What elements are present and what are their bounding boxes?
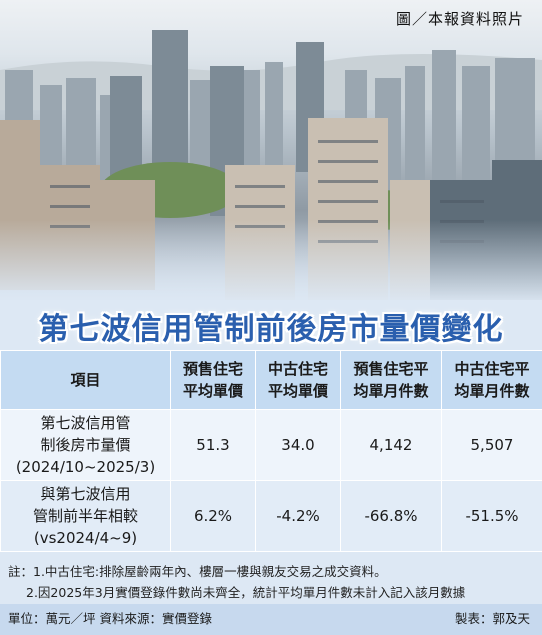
header-line: 中古住宅 (267, 360, 328, 378)
header-line: 預售住宅平 (353, 360, 429, 378)
row-label: 與第七波信用 管制前半年相較 (vs2024/4~9) (0, 480, 171, 552)
row-label-line: 與第七波信用 (40, 485, 131, 503)
header-line: 平均單價 (267, 382, 328, 400)
row-label-line: 制後房市量價 (40, 436, 131, 454)
header-used-volume: 中古住宅平 均單月件數 (441, 350, 542, 410)
table-row: 與第七波信用 管制前半年相較 (vs2024/4~9) 6.2% -4.2% -… (0, 480, 542, 552)
table-cell: 51.3 (170, 409, 256, 481)
unit-source-text: 單位：萬元／坪 資料來源：實價登錄 (8, 611, 212, 626)
city-skyline-photo: 圖／本報資料照片 (0, 0, 542, 300)
row-label-line: (vs2024/4~9) (33, 529, 138, 547)
header-presale-price: 預售住宅 平均單價 (170, 350, 256, 410)
table-cell: 6.2% (170, 480, 256, 552)
header-presale-volume: 預售住宅平 均單月件數 (340, 350, 442, 410)
skyline-illustration (0, 30, 542, 300)
header-used-price: 中古住宅 平均單價 (255, 350, 341, 410)
table-cell: -4.2% (255, 480, 341, 552)
table-cell: 5,507 (441, 409, 542, 481)
page-title: 第七波信用管制前後房市量價變化 (38, 312, 504, 347)
header-line: 平均單價 (182, 382, 243, 400)
header-item: 項目 (0, 350, 171, 410)
row-label-line: (2024/10~2025/3) (15, 458, 156, 476)
header-line: 中古住宅平 (454, 360, 530, 378)
data-table: 項目 預售住宅 平均單價 中古住宅 平均單價 預售住宅平 均單月件數 中古住宅平… (0, 350, 542, 552)
table-cell: 34.0 (255, 409, 341, 481)
footer-bar: 單位：萬元／坪 資料來源：實價登錄 製表：郭及天 (0, 604, 542, 635)
table-row: 第七波信用管 制後房市量價 (2024/10~2025/3) 51.3 34.0… (0, 409, 542, 481)
footnote-2: 2.因2025年3月實價登錄件數尚未齊全，統計平均單月件數未計入記入該月數據 (26, 585, 466, 600)
header-line: 均單月件數 (454, 382, 530, 400)
table-cell: -66.8% (340, 480, 442, 552)
photo-credit: 圖／本報資料照片 (395, 10, 524, 28)
maker-credit: 製表：郭及天 (454, 611, 530, 626)
table-cell: -51.5% (441, 480, 542, 552)
header-line: 預售住宅 (182, 360, 243, 378)
footnote-1: 註：1.中古住宅:排除屋齡兩年內、樓層一樓與親友交易之成交資料。 (8, 564, 387, 579)
header-line: 均單月件數 (353, 382, 429, 400)
header-item-label: 項目 (70, 371, 101, 389)
row-label-line: 管制前半年相較 (32, 507, 138, 525)
table-header-row: 項目 預售住宅 平均單價 中古住宅 平均單價 預售住宅平 均單月件數 中古住宅平… (0, 350, 542, 410)
row-label: 第七波信用管 制後房市量價 (2024/10~2025/3) (0, 409, 171, 481)
row-label-line: 第七波信用管 (40, 414, 131, 432)
table-cell: 4,142 (340, 409, 442, 481)
